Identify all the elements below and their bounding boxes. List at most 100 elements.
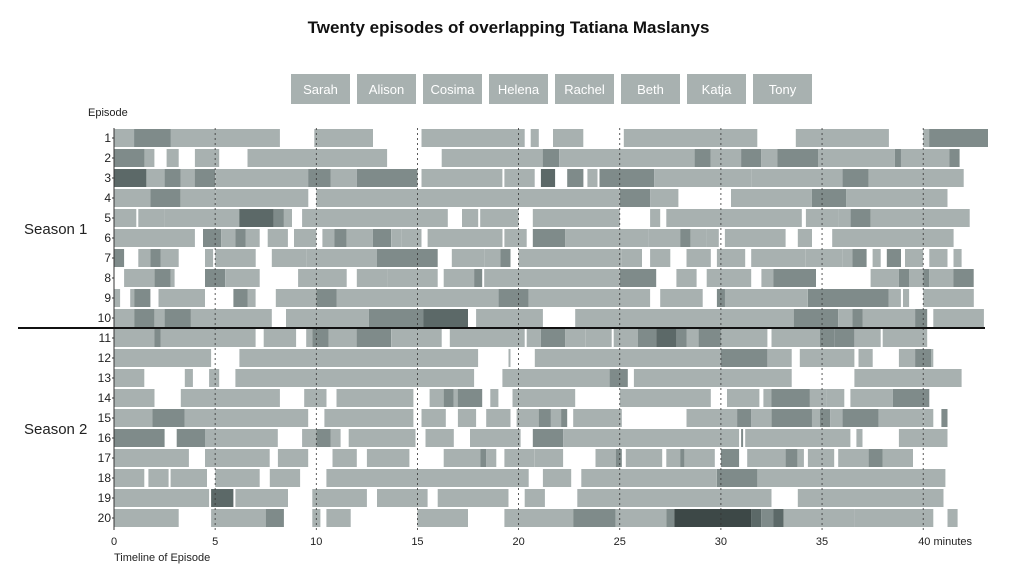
clone-segment-bar	[484, 269, 620, 287]
clone-segment-bar	[476, 309, 543, 327]
clone-segment-bar	[540, 329, 566, 347]
clone-segment-bar	[298, 269, 347, 287]
episode-tick-label: 14	[98, 391, 112, 405]
clone-segment-bar	[534, 349, 721, 367]
clone-segment-bar	[154, 329, 161, 347]
clone-segment-bar	[771, 409, 812, 427]
clone-segment-bar	[751, 409, 772, 427]
clone-segment-bar	[124, 269, 155, 287]
clone-segment-bar	[894, 149, 901, 167]
clone-segment-bar	[858, 349, 873, 367]
clone-segment-bar	[180, 189, 216, 207]
clone-segment-bar	[909, 269, 924, 287]
clone-segment-bar	[575, 309, 794, 327]
clone-segment-bar	[486, 449, 497, 467]
x-tick-label: 10	[310, 536, 322, 548]
episode-tick-label: 13	[98, 371, 112, 385]
clone-segment-bar	[900, 149, 950, 167]
clone-segment-bar	[553, 129, 584, 147]
legend-button-alison[interactable]: Alison	[357, 74, 416, 104]
clone-segment-bar	[286, 309, 369, 327]
legend-button-tony[interactable]: Tony	[753, 74, 812, 104]
clone-segment-bar	[451, 249, 485, 267]
clone-segment-bar	[838, 209, 851, 227]
legend-button-rachel[interactable]: Rachel	[555, 74, 614, 104]
clone-segment-bar	[209, 369, 220, 387]
clone-segment-bar	[235, 489, 288, 507]
clone-segment-bar	[648, 229, 681, 247]
clone-segment-bar	[316, 429, 331, 447]
clone-segment-bar	[706, 269, 752, 287]
clone-segment-bar	[532, 209, 620, 227]
episode-tick-label: 15	[98, 411, 112, 425]
clone-segment-bar	[609, 369, 628, 387]
clone-segment-bar	[314, 129, 373, 147]
clone-segment-bar	[741, 429, 744, 447]
clone-segment-bar	[947, 509, 958, 527]
clone-segment-bar	[563, 429, 740, 447]
clone-segment-bar	[757, 469, 946, 487]
clone-segment-bar	[429, 389, 444, 407]
clone-segment-bar	[767, 349, 792, 367]
legend-button-beth[interactable]: Beth	[621, 74, 680, 104]
legend-button-cosima[interactable]: Cosima	[423, 74, 482, 104]
season-2-label: Season 2	[24, 421, 88, 438]
clone-segment-bar	[868, 449, 883, 467]
clone-segment-bar	[462, 209, 479, 227]
clone-segment-bar	[551, 409, 562, 427]
clone-segment-bar	[114, 409, 153, 427]
x-tick-label: 0	[111, 536, 117, 548]
clone-segment-bar	[771, 329, 821, 347]
clone-segment-bar	[114, 149, 147, 167]
clone-segment-bar	[929, 129, 988, 147]
legend-button-katja[interactable]: Katja	[687, 74, 746, 104]
clone-segment-bar	[239, 349, 479, 367]
clone-segment-bar	[516, 409, 539, 427]
clone-segment-bar	[953, 249, 962, 267]
clone-segment-bar	[164, 169, 181, 187]
clone-segment-bar	[421, 129, 495, 147]
episode-tick-label: 3	[104, 171, 111, 185]
legend-button-sarah[interactable]: Sarah	[291, 74, 350, 104]
clone-segment-bar	[190, 309, 272, 327]
clone-segment-bar	[211, 489, 234, 507]
clone-segment-bar	[480, 209, 519, 227]
clone-segment-bar	[170, 469, 207, 487]
clone-segment-bar	[720, 449, 740, 467]
episode-tick-label: 1	[104, 131, 111, 145]
y-axis-label: Episode	[88, 107, 128, 119]
legend-button-helena[interactable]: Helena	[489, 74, 548, 104]
clone-segment-bar	[328, 329, 359, 347]
clone-segment-bar	[423, 309, 468, 327]
clone-segment-bar	[283, 209, 292, 227]
clone-segment-bar	[114, 349, 212, 367]
clone-segment-bar	[302, 209, 448, 227]
clone-segment-bar	[194, 169, 216, 187]
clone-segment-bar	[346, 229, 373, 247]
episode-tick-label: 16	[98, 431, 112, 445]
clone-segment-bar	[650, 249, 671, 267]
clone-segment-bar	[795, 129, 889, 147]
clone-segment-bar	[882, 449, 913, 467]
clone-segment-bar	[215, 469, 260, 487]
clone-segment-bar	[727, 389, 760, 407]
clone-segment-bar	[114, 229, 195, 247]
clone-segment-bar	[457, 409, 477, 427]
clone-segment-bar	[923, 269, 930, 287]
clone-segment-bar	[882, 329, 928, 347]
clone-segment-bar	[332, 449, 357, 467]
clone-segment-bar	[542, 149, 560, 167]
clone-segment-bar	[160, 249, 179, 267]
clone-segment-bar	[528, 289, 651, 307]
clone-segment-bar	[888, 289, 901, 307]
clone-segment-bar	[577, 489, 772, 507]
clone-segment-bar	[656, 329, 677, 347]
clone-segment-bar	[526, 329, 541, 347]
clone-segment-bar	[512, 389, 576, 407]
clone-segment-bar	[368, 309, 424, 327]
clone-segment-bar	[638, 329, 657, 347]
clone-segment-bar	[666, 449, 681, 467]
clone-segment-bar	[850, 389, 893, 407]
clone-segment-bar	[146, 169, 165, 187]
clone-segment-bar	[923, 289, 974, 307]
